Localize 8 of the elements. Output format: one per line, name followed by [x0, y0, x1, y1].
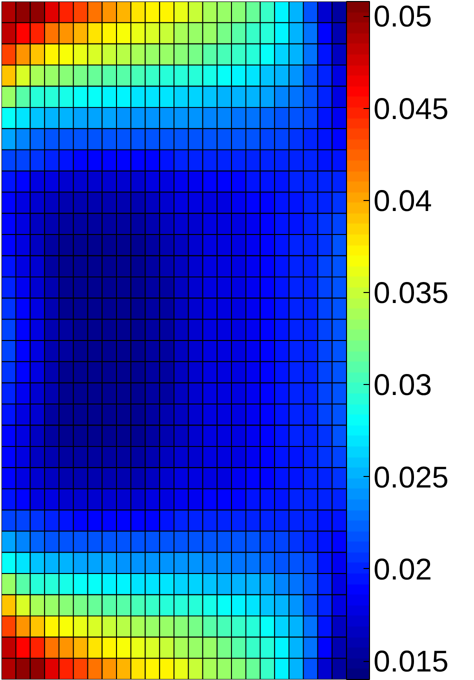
color-bar-label: 0.04	[374, 184, 432, 218]
color-bar-label: 0.035	[374, 277, 449, 310]
color-bar-label: 0.03	[374, 369, 432, 402]
color-bar-label: 0.05	[374, 0, 432, 34]
color-bar-label: 0.045	[374, 92, 449, 126]
color-bar-label: 0.02	[374, 553, 432, 586]
color-bar-label: 0.025	[374, 461, 449, 494]
color-bar-label: 0.015	[374, 646, 449, 679]
